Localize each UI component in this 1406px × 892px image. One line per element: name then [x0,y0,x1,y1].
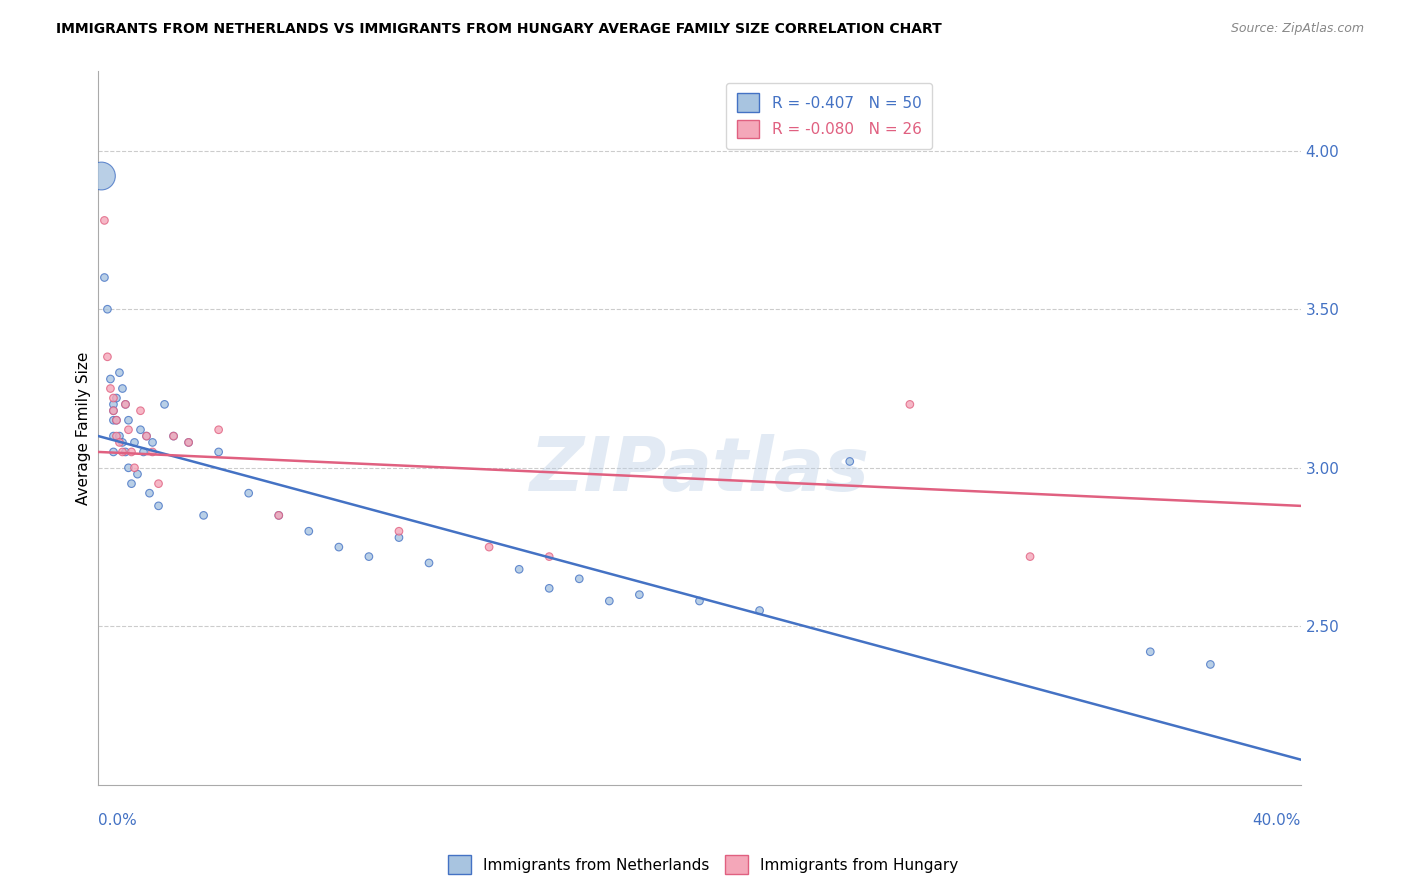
Point [103,413,125,427]
Text: IMMIGRANTS FROM NETHERLANDS VS IMMIGRANTS FROM HUNGARY AVERAGE FAMILY SIZE CORRE: IMMIGRANTS FROM NETHERLANDS VS IMMIGRANT… [56,22,942,37]
Point [177,435,200,450]
Point [114,397,136,411]
Point [117,413,139,427]
Point [148,476,170,491]
Y-axis label: Average Family Size: Average Family Size [76,351,91,505]
Point [193,508,215,523]
Point [90,169,112,183]
Point [111,435,134,450]
Point [103,391,125,405]
Point [1139,645,1161,659]
Point [103,397,125,411]
Point [478,540,501,554]
Point [357,549,380,564]
Point [177,435,200,450]
Point [141,445,163,459]
Point [628,588,651,602]
Text: 40.0%: 40.0% [1253,814,1301,828]
Point [162,429,184,443]
Point [838,454,860,468]
Point [114,397,136,411]
Point [138,486,160,500]
Point [117,423,139,437]
Point [748,603,770,617]
Point [105,429,128,443]
Text: 0.0%: 0.0% [98,814,138,828]
Point [1199,657,1222,672]
Point [129,423,152,437]
Text: Source: ZipAtlas.com: Source: ZipAtlas.com [1230,22,1364,36]
Point [93,213,115,227]
Point [121,476,143,491]
Point [148,499,170,513]
Point [508,562,530,576]
Point [108,366,131,380]
Point [105,413,128,427]
Point [388,524,411,539]
Point [689,594,711,608]
Point [208,445,231,459]
Point [267,508,290,523]
Point [127,467,149,482]
Point [100,382,122,396]
Point [103,403,125,417]
Point [117,460,139,475]
Point [111,445,134,459]
Point [124,435,146,450]
Point [108,435,131,450]
Point [103,403,125,417]
Point [129,403,152,417]
Point [121,445,143,459]
Point [96,350,118,364]
Point [108,429,131,443]
Point [135,429,157,443]
Point [105,413,128,427]
Text: ZIPatlas: ZIPatlas [530,434,869,508]
Point [298,524,321,539]
Point [208,423,231,437]
Point [124,460,146,475]
Point [100,372,122,386]
Point [568,572,591,586]
Legend: R = -0.407   N = 50, R = -0.080   N = 26: R = -0.407 N = 50, R = -0.080 N = 26 [725,83,932,149]
Point [267,508,290,523]
Point [388,531,411,545]
Point [135,429,157,443]
Point [238,486,260,500]
Point [153,397,176,411]
Point [105,391,128,405]
Point [538,549,561,564]
Point [418,556,440,570]
Point [114,445,136,459]
Point [96,302,118,317]
Legend: Immigrants from Netherlands, Immigrants from Hungary: Immigrants from Netherlands, Immigrants … [441,849,965,880]
Point [141,435,163,450]
Point [898,397,921,411]
Point [328,540,350,554]
Point [103,429,125,443]
Point [538,582,561,596]
Point [598,594,620,608]
Point [162,429,184,443]
Point [111,382,134,396]
Point [1019,549,1042,564]
Point [132,445,155,459]
Point [103,445,125,459]
Point [93,270,115,285]
